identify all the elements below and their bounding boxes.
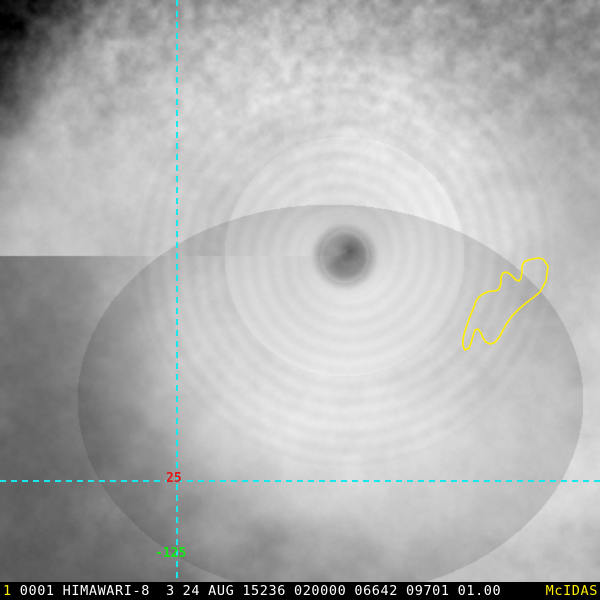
satellite-name: HIMAWARI-8: [62, 583, 150, 599]
month-abbrev: AUG: [208, 583, 235, 599]
line-value: 06642: [354, 583, 398, 599]
time-utc: 020000: [293, 583, 347, 599]
info-bar: 1 0001 HIMAWARI-8 3 24 AUG 15236 020000 …: [0, 582, 600, 600]
element-value: 09701: [405, 583, 450, 599]
resolution-value: 01.00: [457, 583, 502, 599]
mcidas-brand-label: McIDAS: [545, 583, 598, 599]
frame-label: 0001: [19, 583, 55, 599]
julian-day: 15236: [242, 583, 286, 599]
frame-number: 1: [3, 583, 12, 599]
band-number: 3: [165, 583, 175, 599]
day-of-month: 24: [182, 583, 201, 599]
